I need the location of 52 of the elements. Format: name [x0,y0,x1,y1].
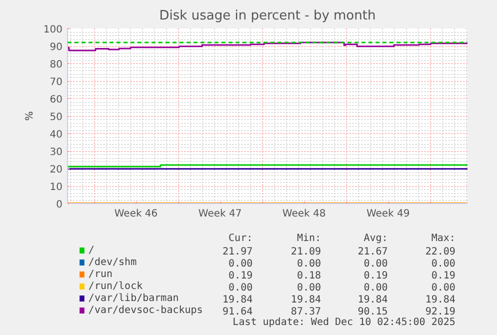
text: 22.09 [425,246,456,258]
text: 21.09 [290,246,322,258]
text: Min: [296,233,322,244]
legend-label: / [88,245,94,256]
y-tick-label: 60 [50,94,63,106]
x-tick-label: Week 46 [114,208,158,220]
text: 0.19 [431,270,456,282]
text: 92.19 [425,306,456,318]
text: 0.00 [364,282,388,294]
y-tick-label: 20 [50,164,63,176]
text: Max: [431,233,456,244]
text: 0.00 [431,258,456,270]
text: 0.00 [228,282,253,294]
legend-label: /var/devsoc-backups [88,305,203,316]
y-tick-label: 80 [50,60,63,70]
text: 0.00 [431,282,456,294]
text: 0.00 [364,258,388,270]
y-tick-label: 30 [50,147,63,158]
y-tick-label: 100 [43,24,63,36]
y-tick-label: 90 [50,42,63,53]
text: 19.84 [290,294,322,306]
text: 0.18 [296,270,322,282]
text: 91.64 [222,306,253,318]
y-tick-label: 50 [50,112,63,123]
text: Avg: [364,233,388,244]
text: 19.84 [425,294,456,306]
legend-label: /dev/shm [88,257,137,268]
y-tick-label: 0 [56,200,63,210]
y-tick-label: 40 [50,130,63,140]
legend-label: /run/lock [88,281,143,292]
text: Cur: [228,233,253,244]
x-tick-label: Week 48 [282,208,326,220]
text: 87.37 [290,306,322,318]
text: 0.19 [364,270,388,282]
text: 0.00 [228,258,253,270]
x-tick-label: Week 47 [198,208,242,220]
text: 19.84 [222,294,253,306]
legend-label: /var/lib/barman [88,293,179,304]
text: 0.00 [296,258,322,270]
text: 21.67 [358,246,388,258]
text: 90.15 [358,306,388,318]
y-tick-label: 70 [50,77,63,88]
text: 0.00 [296,282,322,294]
y-axis-title: % [24,111,36,121]
text: 0.19 [228,270,253,282]
legend-label: /run [88,269,113,280]
chart-title: Disk usage in percent - by month [159,8,376,24]
text: 21.97 [222,246,253,258]
y-tick-label: 10 [50,182,63,193]
text: 19.84 [358,294,388,306]
text: Last update: Wed Dec 10 02:45:00 2025 [232,317,456,328]
x-tick-label: Week 49 [366,208,410,220]
